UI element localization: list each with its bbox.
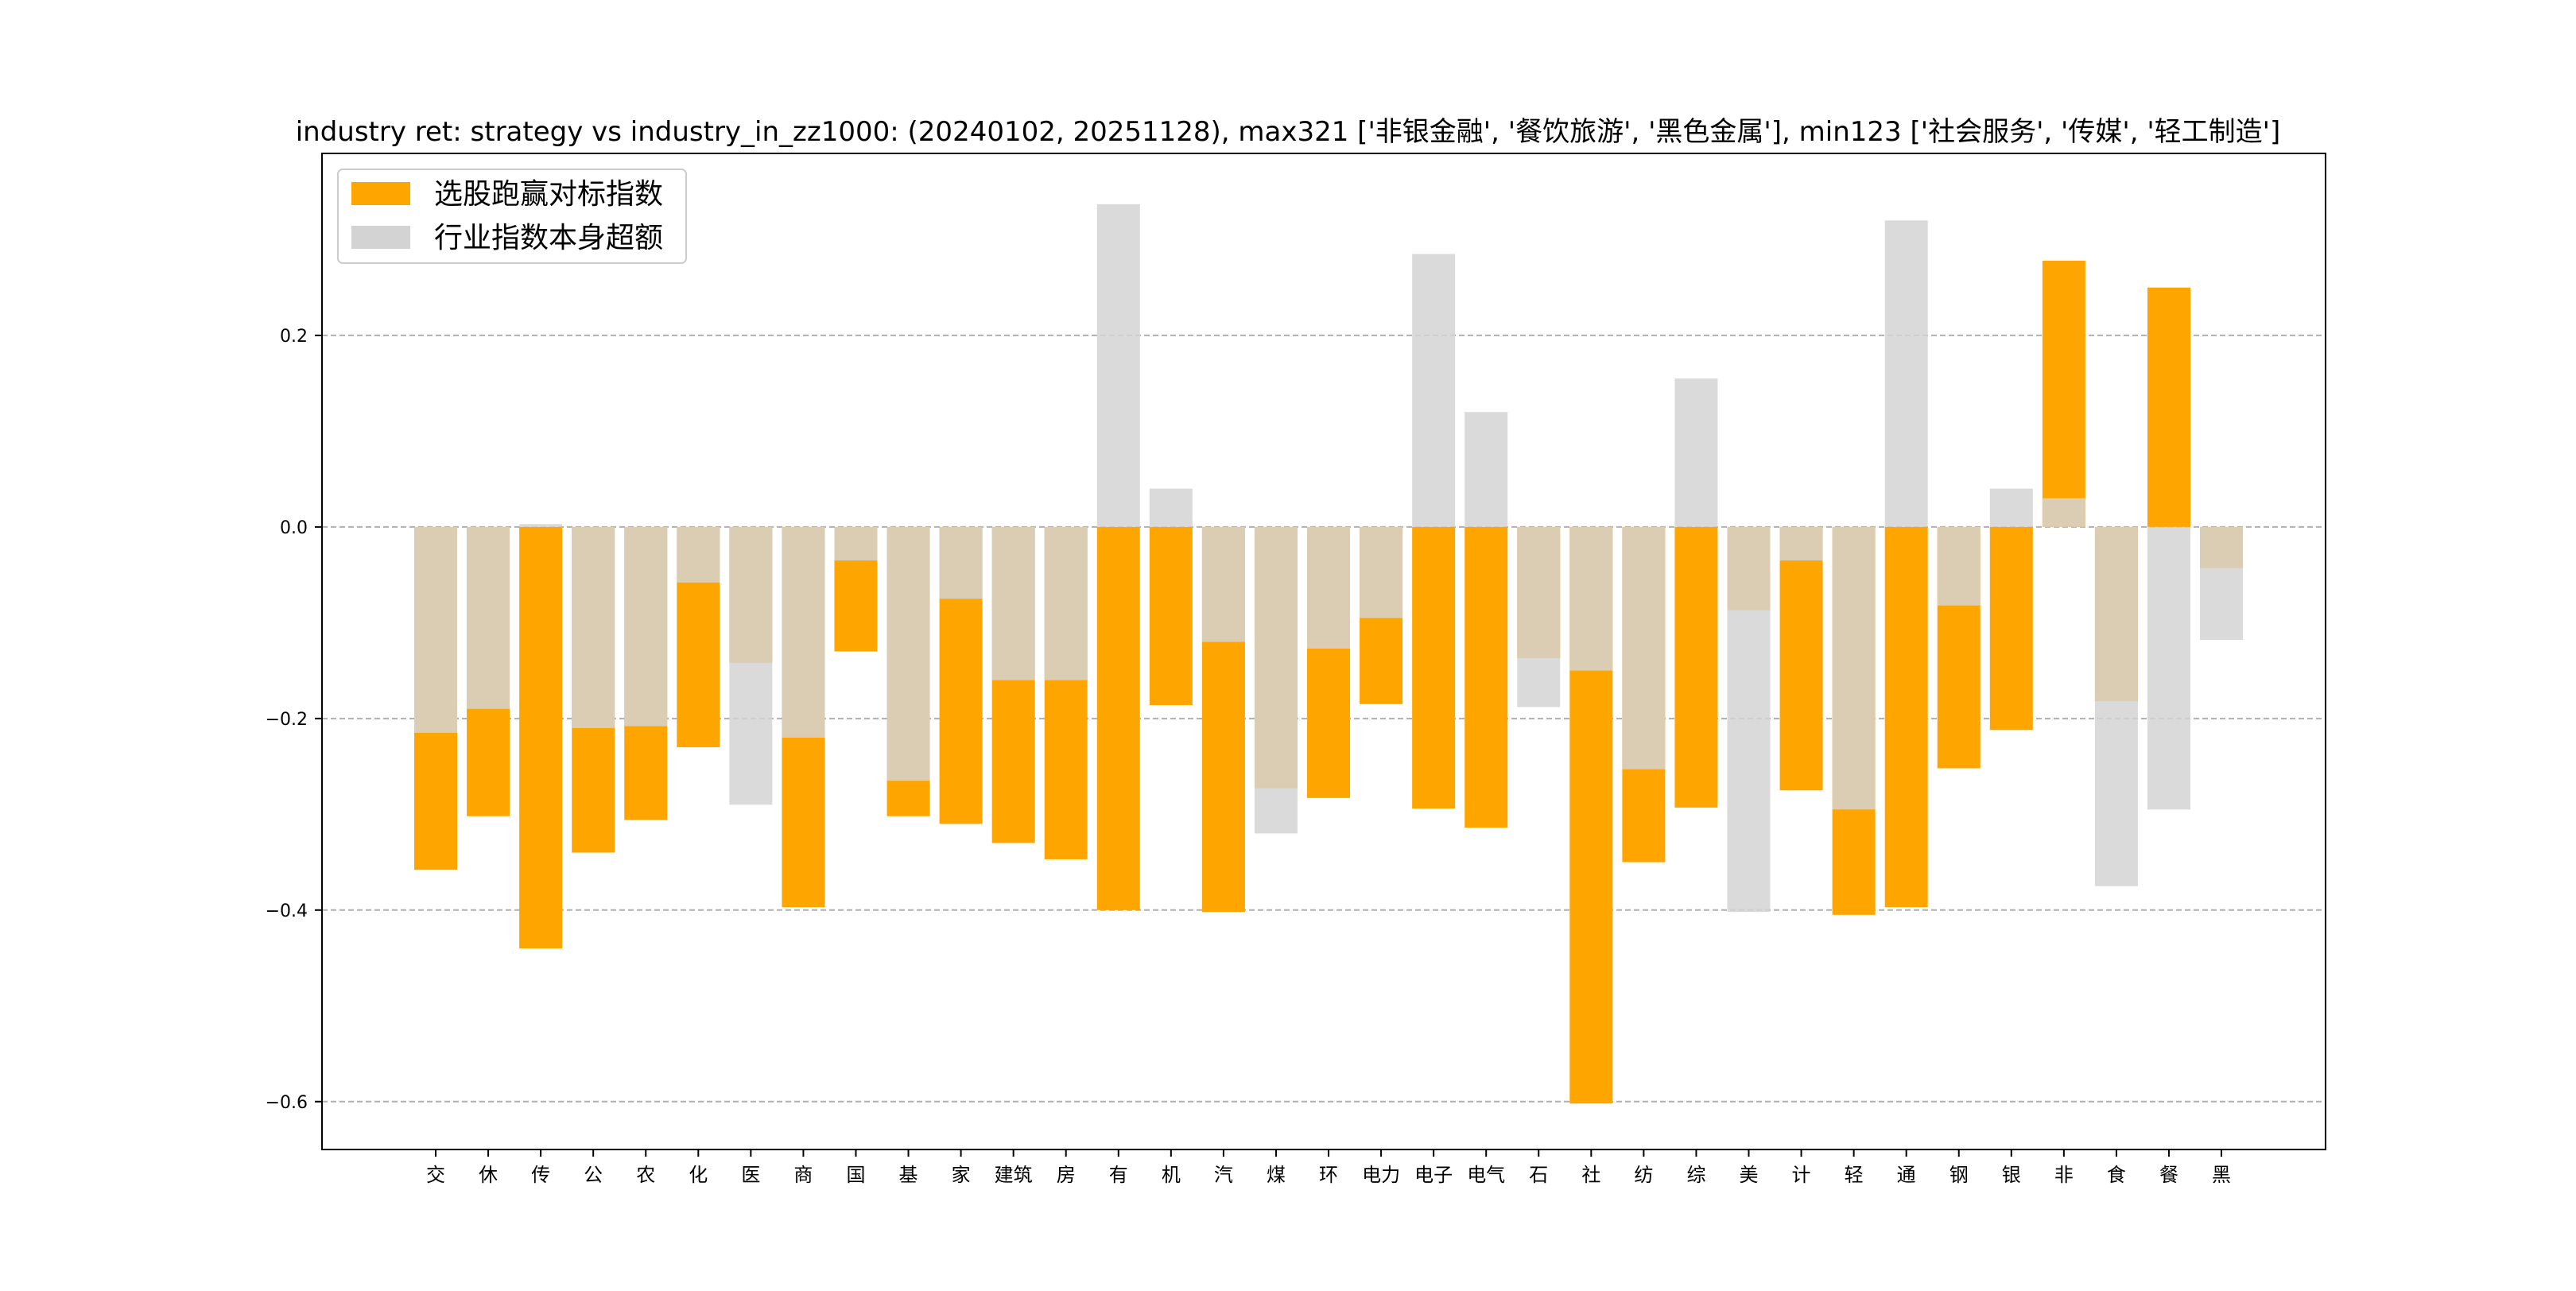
x-tick-label: 农 [636, 1164, 655, 1186]
legend-swatch-0 [351, 182, 410, 205]
industry-bar-20 [1465, 412, 1508, 527]
chart-title: industry ret: strategy vs industry_in_zz… [296, 116, 2281, 148]
industry-bar-23 [1622, 526, 1666, 770]
x-tick-label: 煤 [1267, 1164, 1286, 1186]
plot-frame [321, 153, 2326, 1150]
y-axis: 0.2 0.0 −0.2 −0.4 −0.6 [266, 327, 322, 1113]
x-tick-label: 轻 [1845, 1164, 1864, 1186]
industry-bar-26 [1779, 526, 1823, 561]
x-tick-label: 传 [531, 1164, 550, 1186]
x-tick-label: 医 [741, 1164, 760, 1186]
strategy-bar-13 [1096, 526, 1140, 910]
industry-bar-12 [1044, 526, 1088, 680]
strategy-bar-24 [1674, 526, 1718, 808]
x-tick-label: 食 [2107, 1164, 2126, 1186]
industry-bar-30 [1989, 488, 2033, 527]
x-tick-label: 家 [952, 1164, 971, 1186]
industry-bar-34 [2200, 526, 2244, 641]
legend-box [337, 169, 687, 264]
industry-bar-9 [886, 526, 930, 781]
x-tick-label: 非 [2054, 1164, 2074, 1186]
industry-bar-3 [572, 526, 615, 728]
strategy-bar-19 [1412, 526, 1456, 809]
x-tick-label: 建筑 [995, 1164, 1033, 1186]
x-tick-label: 休 [479, 1164, 498, 1186]
strategy-bar-28 [1884, 526, 1928, 908]
x-tick-label: 环 [1319, 1164, 1338, 1186]
industry-bar-7 [782, 526, 825, 738]
industry-bar-27 [1832, 526, 1876, 810]
industry-bar-1 [467, 526, 510, 709]
x-tick-label: 石 [1529, 1164, 1548, 1186]
x-tick-label: 钢 [1949, 1164, 1969, 1186]
x-tick-label: 电气 [1467, 1164, 1505, 1186]
industry-bar-24 [1674, 378, 1718, 527]
industry-bar-29 [1937, 526, 1980, 606]
x-axis: 交 休 传 公 农 化 医 商 国 基 家 建筑 房 有 机 汽 煤 环 电力 电子 电气 石 社 纺 综 美 计 轻 通 钢 银 非 食 餐 黑 [426, 1149, 2231, 1186]
x-tick-label: 餐 [2159, 1164, 2178, 1186]
industry-bar-33 [2147, 526, 2190, 810]
industry-bar-28 [1884, 220, 1928, 527]
y-tick-label: −0.6 [266, 1093, 308, 1113]
x-tick-label: 基 [899, 1164, 918, 1186]
industry-bar-2 [519, 524, 563, 527]
x-tick-label: 房 [1057, 1164, 1076, 1186]
x-tick-label: 黑 [2212, 1164, 2231, 1186]
bars-layer [414, 204, 2244, 1104]
industry-bar-8 [834, 526, 878, 561]
industry-bar-22 [1569, 526, 1613, 671]
x-tick-label: 公 [584, 1164, 603, 1186]
x-tick-label: 综 [1686, 1164, 1705, 1186]
x-tick-label: 商 [793, 1164, 813, 1186]
y-tick-label: −0.4 [266, 901, 308, 921]
x-tick-label: 计 [1792, 1164, 1811, 1186]
industry-bar-32 [2094, 526, 2138, 886]
x-tick-label: 机 [1162, 1164, 1181, 1186]
y-tick-label: −0.2 [266, 710, 308, 730]
industry-bar-5 [677, 526, 720, 583]
strategy-bar-26 [1779, 526, 1823, 791]
industry-bar-31 [2042, 498, 2085, 527]
x-tick-label: 社 [1581, 1164, 1600, 1186]
industry-bar-14 [1149, 488, 1193, 527]
industry-bar-18 [1360, 526, 1403, 618]
y-tick-label: 0.0 [280, 518, 308, 538]
x-tick-label: 通 [1897, 1164, 1916, 1186]
industry-bar-0 [414, 526, 457, 733]
x-tick-label: 电子 [1414, 1164, 1453, 1186]
strategy-bar-33 [2147, 287, 2190, 527]
industry-bar-13 [1096, 204, 1140, 527]
x-tick-label: 国 [846, 1164, 865, 1186]
strategy-bar-14 [1149, 526, 1193, 705]
industry-bar-4 [624, 526, 668, 727]
industry-bar-19 [1412, 254, 1456, 527]
x-tick-label: 美 [1740, 1164, 1759, 1186]
legend-label-0: 选股跑赢对标指数 [434, 178, 663, 211]
industry-bar-6 [729, 526, 773, 805]
industry-bar-21 [1517, 526, 1561, 708]
x-tick-label: 化 [689, 1164, 708, 1186]
industry-bar-16 [1254, 526, 1298, 834]
x-tick-label: 汽 [1214, 1164, 1233, 1186]
strategy-bar-20 [1465, 526, 1508, 828]
x-tick-label: 有 [1109, 1164, 1128, 1186]
industry-bar-15 [1201, 526, 1245, 642]
industry-bar-25 [1727, 526, 1771, 913]
strategy-bar-2 [519, 526, 563, 948]
x-tick-label: 银 [2002, 1164, 2021, 1186]
legend-swatch-1 [351, 226, 410, 249]
industry-bar-10 [939, 526, 983, 599]
x-tick-label: 交 [426, 1164, 445, 1186]
industry-bar-17 [1307, 526, 1351, 649]
x-tick-label: 电力 [1362, 1164, 1400, 1186]
industry-bar-11 [991, 526, 1035, 680]
legend-label-1: 行业指数本身超额 [434, 222, 663, 254]
strategy-bar-30 [1989, 526, 2033, 731]
x-tick-label: 纺 [1634, 1164, 1653, 1186]
strategy-bar-31 [2042, 260, 2085, 527]
y-tick-label: 0.2 [280, 327, 308, 347]
